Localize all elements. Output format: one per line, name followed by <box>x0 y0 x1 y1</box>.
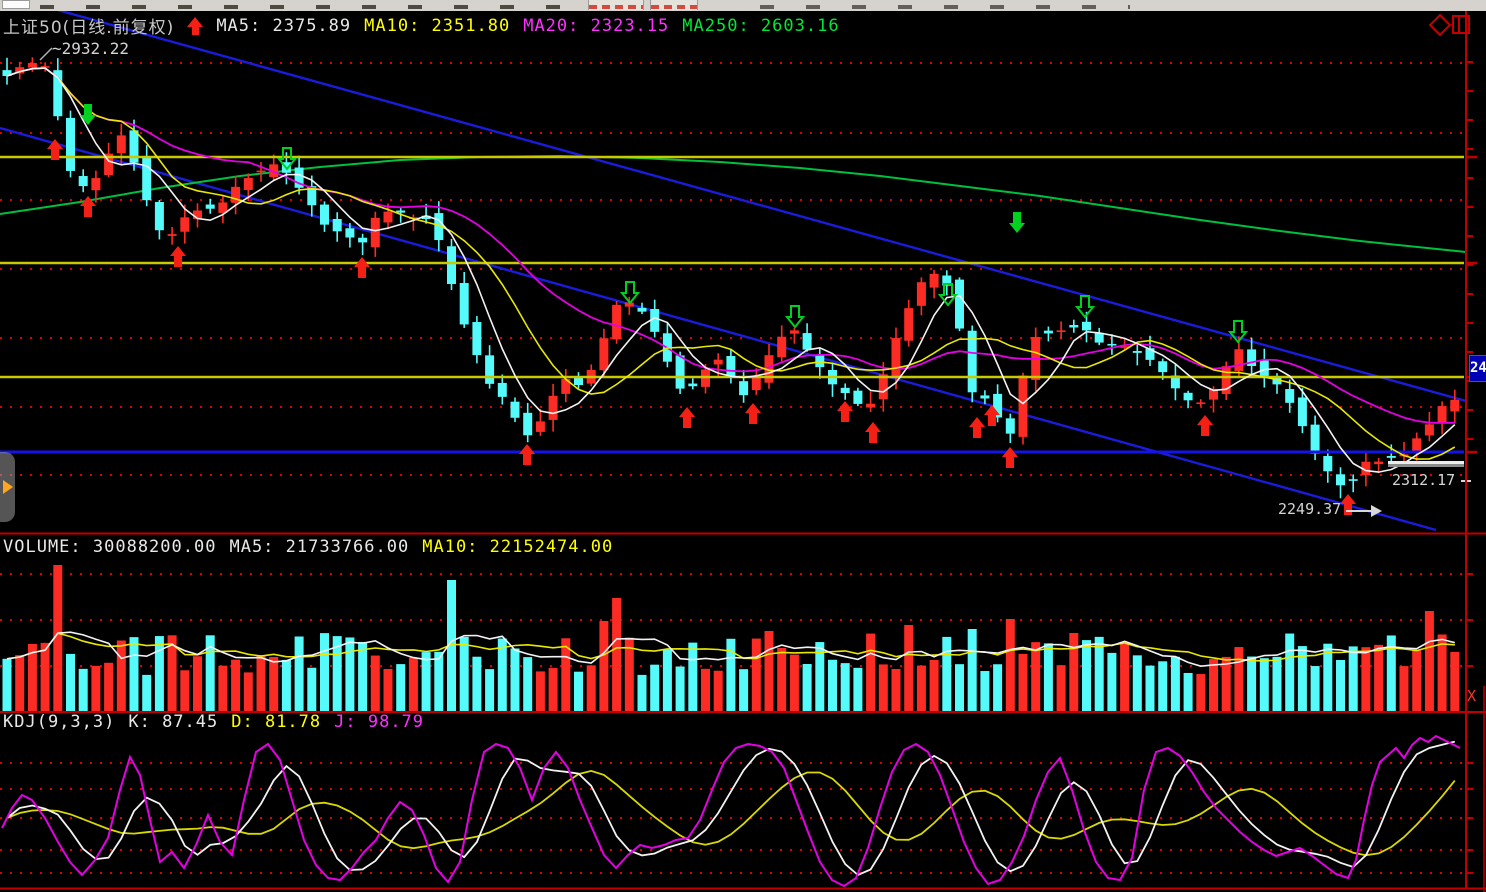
volume-ma10-readout: MA10: 22152474.00 <box>422 537 614 557</box>
ma10-readout: MA10: 2351.80 <box>364 15 511 36</box>
quote-button-2[interactable] <box>650 0 698 10</box>
volume-header: VOLUME: 30088200.00 MA5: 21733766.00 MA1… <box>3 537 613 557</box>
ma250-readout: MA250: 2603.16 <box>682 15 840 36</box>
recent-low-label: 2249.37 <box>1278 500 1342 518</box>
period-high-label: ~2932.22 <box>52 39 130 58</box>
volume-ma5-readout: MA5: 21733766.00 <box>229 537 410 557</box>
sidebar-expander[interactable] <box>0 452 15 522</box>
axis-price-badge: 24 <box>1469 355 1486 382</box>
up-arrow-icon <box>187 16 204 35</box>
volume-ma-layer <box>6 631 1456 668</box>
menu-items-clipped <box>40 5 580 9</box>
expand-arrow-icon <box>2 480 13 494</box>
ma20-readout: MA20: 2323.15 <box>523 15 670 36</box>
menu-items-clipped-right <box>760 5 1130 9</box>
volume-readout: VOLUME: 30088200.00 <box>3 537 217 557</box>
annotation-graphics-layer <box>39 47 1471 517</box>
menu-left-button[interactable] <box>2 0 30 9</box>
red-quote-text-fragment <box>651 5 697 9</box>
main-chart-header: 上证50(日线.前复权) MA5: 2375.89 MA10: 2351.80 … <box>3 13 840 39</box>
top-menu-bar[interactable] <box>0 0 1486 11</box>
pane-divider <box>1458 17 1460 32</box>
split-window-icon[interactable] <box>1452 15 1470 34</box>
kdj-d-readout: D: 81.78 <box>231 712 322 732</box>
kdj-j-readout: J: 98.79 <box>334 712 425 732</box>
volume-bars-layer[interactable] <box>2 565 1460 711</box>
level-price-label: 2312.17 <box>1392 471 1456 489</box>
chart-title: 上证50(日线.前复权) <box>3 18 175 38</box>
ma-lines-layer <box>6 67 1456 473</box>
frame-layer <box>0 11 1486 892</box>
signal-arrows-layer <box>47 104 1356 515</box>
red-quote-text-fragment <box>589 5 643 9</box>
kdj-lines-layer <box>1 734 1461 888</box>
ma5-readout: MA5: 2375.89 <box>216 15 352 36</box>
candle-layer[interactable] <box>2 57 1460 499</box>
panel-close-x[interactable]: X <box>1467 687 1477 705</box>
ma250-line <box>0 154 1467 253</box>
quote-button-1[interactable] <box>588 0 644 10</box>
kdj-header: KDJ(9,3,3) K: 87.45 D: 81.78 J: 98.79 <box>3 712 424 732</box>
kdj-params: KDJ(9,3,3) <box>3 712 116 732</box>
kdj-k-readout: K: 87.45 <box>128 712 219 732</box>
